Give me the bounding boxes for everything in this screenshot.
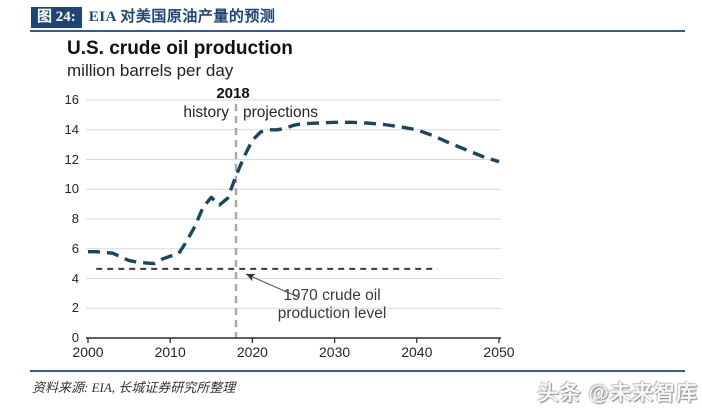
- x-tick-label: 2050: [483, 344, 515, 360]
- y-tick-label: 8: [71, 211, 79, 226]
- annotation-arrow: [245, 273, 299, 298]
- y-tick-label: 0: [71, 330, 79, 345]
- watermark: 头条 @未来智库: [537, 382, 698, 405]
- x-tick-label: 2040: [401, 344, 433, 360]
- annotation-line2: production level: [277, 305, 387, 322]
- y-tick-label: 14: [64, 121, 79, 137]
- ref-year-label: 2018: [216, 85, 250, 102]
- x-tick-label: 2020: [236, 344, 268, 360]
- footer-divider: [30, 370, 685, 372]
- y-tick-label: 6: [71, 240, 79, 256]
- y-tick-label: 12: [64, 151, 79, 167]
- figure-number-badge: 图 24:: [31, 7, 82, 28]
- figure-header: 图 24: EIA 对美国原油产量的预测: [31, 7, 275, 28]
- annotation-line1: 1970 crude oil: [283, 287, 381, 304]
- figure-title: EIA 对美国原油产量的预测: [88, 9, 276, 25]
- y-tick-label: 2: [71, 300, 79, 316]
- y-tick-label: 16: [64, 92, 79, 107]
- x-tick-label: 2000: [72, 344, 104, 360]
- x-tick-label: 2010: [154, 344, 186, 360]
- data-source: 资料来源: EIA, 长城证券研究所整理: [32, 380, 236, 395]
- chart-subtitle: million barrels per day: [67, 61, 234, 80]
- chart-title: U.S. crude oil production: [67, 38, 293, 59]
- history-label: history: [183, 104, 229, 121]
- y-tick-label: 4: [71, 270, 79, 286]
- series-crude-oil-production: [88, 120, 500, 266]
- y-tick-label: 10: [64, 181, 79, 197]
- x-tick-label: 2030: [319, 344, 351, 360]
- projections-label: projections: [243, 104, 318, 121]
- header-divider: [30, 30, 685, 32]
